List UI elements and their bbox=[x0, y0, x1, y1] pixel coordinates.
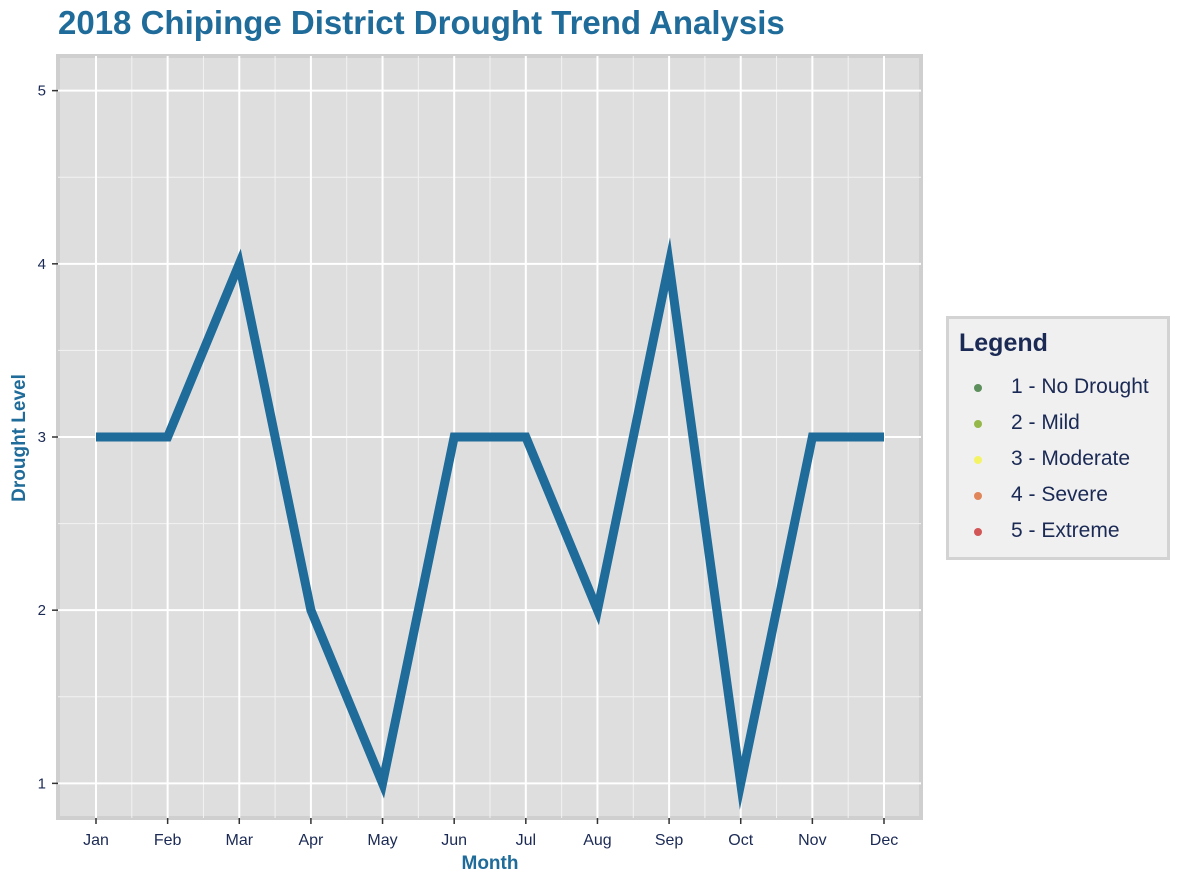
x-tick-label: Feb bbox=[154, 832, 182, 849]
x-tick-label: May bbox=[367, 832, 397, 849]
legend-title: Legend bbox=[959, 329, 1048, 357]
legend-item: 1 - No Drought bbox=[949, 371, 1167, 407]
legend-label: 2 - Mild bbox=[1011, 411, 1080, 434]
legend-item: 3 - Moderate bbox=[949, 443, 1167, 479]
legend-dot bbox=[974, 384, 982, 392]
legend-label: 3 - Moderate bbox=[1011, 447, 1131, 470]
legend-dot bbox=[974, 492, 982, 500]
legend-item: 4 - Severe bbox=[949, 479, 1167, 515]
x-tick-label: Aug bbox=[583, 832, 611, 849]
y-axis-label: Drought Level bbox=[9, 374, 30, 502]
x-axis-label: Month bbox=[462, 853, 519, 874]
legend-dot bbox=[974, 528, 982, 536]
legend-item: 2 - Mild bbox=[949, 407, 1167, 443]
y-tick-label: 3 bbox=[38, 429, 46, 446]
x-tick-label: Sep bbox=[655, 832, 684, 849]
legend-label: 4 - Severe bbox=[1011, 483, 1108, 506]
y-tick-label: 2 bbox=[38, 602, 46, 619]
x-tick-label: Jun bbox=[441, 832, 467, 849]
legend-label: 5 - Extreme bbox=[1011, 519, 1120, 542]
legend-label: 1 - No Drought bbox=[1011, 375, 1149, 398]
legend-dot bbox=[974, 456, 982, 464]
chart-title: 2018 Chipinge District Drought Trend Ana… bbox=[58, 4, 785, 41]
legend-dot bbox=[974, 420, 982, 428]
y-tick-label: 5 bbox=[38, 83, 46, 100]
legend-item: 5 - Extreme bbox=[949, 515, 1167, 551]
x-tick-label: Dec bbox=[870, 832, 898, 849]
x-tick-label: Jan bbox=[83, 832, 109, 849]
x-tick-label: Jul bbox=[516, 832, 536, 849]
x-tick-label: Apr bbox=[298, 832, 324, 849]
y-tick-label: 4 bbox=[38, 256, 46, 273]
x-tick-label: Nov bbox=[798, 832, 826, 849]
x-tick-label: Mar bbox=[225, 832, 253, 849]
x-tick-label: Oct bbox=[728, 832, 753, 849]
y-tick-label: 1 bbox=[38, 775, 46, 792]
legend: Legend 1 - No Drought 2 - Mild 3 - Moderat… bbox=[946, 316, 1170, 560]
series-line bbox=[96, 237, 884, 810]
